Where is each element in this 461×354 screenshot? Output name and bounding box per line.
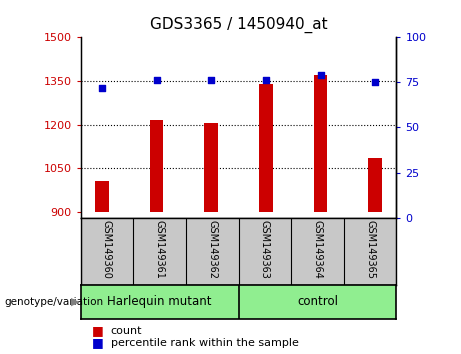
Text: GSM149362: GSM149362 [207,220,217,279]
Point [153,78,160,83]
Point [317,72,324,78]
Bar [150,120,163,212]
Text: Harlequin mutant: Harlequin mutant [107,295,212,308]
Text: count: count [111,326,142,336]
Bar [314,75,327,212]
Text: percentile rank within the sample: percentile rank within the sample [111,338,299,348]
Bar [259,84,273,212]
Text: genotype/variation: genotype/variation [5,297,104,307]
Text: control: control [297,295,338,308]
Point [207,78,215,83]
Bar [204,123,218,212]
Text: GSM149365: GSM149365 [365,220,375,279]
Bar [95,181,109,212]
Bar [368,158,382,212]
Point [262,78,270,83]
Text: ■: ■ [92,325,104,337]
Text: ■: ■ [92,336,104,349]
Text: GSM149363: GSM149363 [260,220,270,279]
Text: GSM149364: GSM149364 [313,220,323,279]
Point [372,80,379,85]
Text: GSM149361: GSM149361 [154,220,165,279]
Text: ▶: ▶ [71,297,80,307]
Point [98,85,106,91]
Title: GDS3365 / 1450940_at: GDS3365 / 1450940_at [150,17,327,33]
Text: GSM149360: GSM149360 [102,220,112,279]
